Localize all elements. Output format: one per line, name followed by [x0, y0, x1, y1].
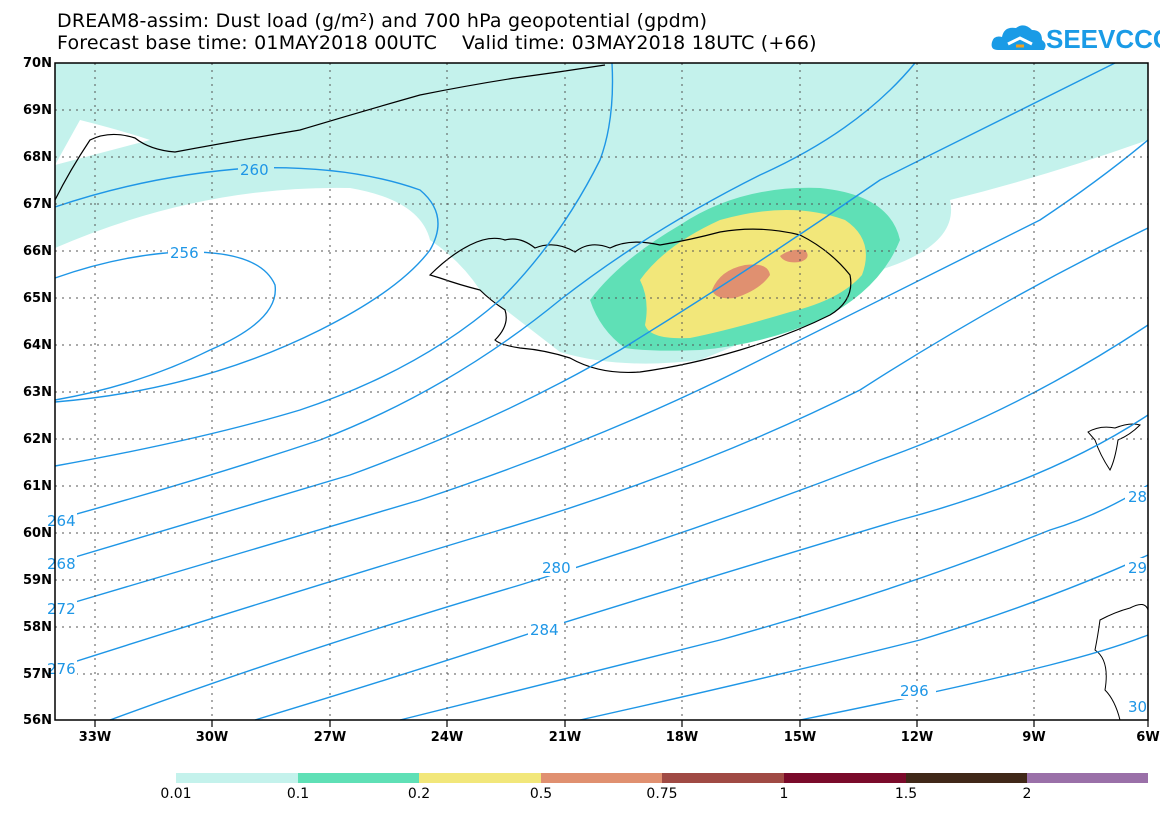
graticule	[55, 63, 1148, 720]
lat-label-59n: 59N	[23, 573, 52, 588]
lon-label-12w: 12W	[900, 730, 934, 745]
colorbar-label-0.1: 0.1	[286, 786, 310, 802]
colorbar-segment-1	[784, 773, 906, 783]
contour-label-264: 264	[47, 512, 76, 530]
colorbar-segment-0.75	[662, 773, 784, 783]
lat-label-70n: 70N	[23, 56, 52, 71]
lat-label-69n: 69N	[23, 103, 52, 118]
dust-layer-0.5	[712, 249, 808, 299]
colorbar-label-0.5: 0.5	[529, 786, 553, 802]
lon-label-18w: 18W	[665, 730, 699, 745]
lat-label-64n: 64N	[23, 338, 52, 353]
colorbar-segment-2	[1027, 773, 1148, 783]
logo-text: SEEVCCC	[1046, 24, 1160, 54]
colorbar-label-1.5: 1.5	[894, 786, 918, 802]
contour-label-300: 30	[1128, 698, 1147, 716]
lon-label-33w: 33W	[78, 730, 112, 745]
lat-label-57n: 57N	[23, 667, 52, 682]
colorbar-label-0.2: 0.2	[407, 786, 431, 802]
contour-label-260: 260	[240, 161, 269, 179]
lat-label-66n: 66N	[23, 244, 52, 259]
contour-label-268: 268	[47, 555, 76, 573]
lat-label-65n: 65N	[23, 291, 52, 306]
lat-label-56n: 56N	[23, 713, 52, 728]
colorbar-segment-1.5	[906, 773, 1027, 783]
coastline-faroe	[1087, 423, 1141, 471]
geopotential-contours	[54, 62, 1149, 721]
colorbar-label-2: 2	[1022, 786, 1032, 802]
colorbar-label-1: 1	[779, 786, 789, 802]
contour-label-256: 256	[170, 244, 199, 262]
lat-label-68n: 68N	[23, 150, 52, 165]
lon-label-6w: 6W	[1136, 730, 1160, 745]
lon-label-9w: 9W	[1022, 730, 1046, 745]
coastline-iceland	[428, 228, 852, 374]
cloud-icon	[991, 25, 1046, 50]
contour-label-296: 296	[900, 682, 929, 700]
map-frame	[54, 62, 1149, 721]
lon-label-15w: 15W	[783, 730, 817, 745]
lon-label-30w: 30W	[195, 730, 229, 745]
contour-label-276: 276	[47, 660, 76, 678]
colorbar-segment-0.5	[541, 773, 662, 783]
coastline-scotland	[1094, 604, 1149, 721]
colorbar-label-0.75: 0.75	[646, 786, 678, 802]
contour-label-280: 280	[542, 559, 571, 577]
lat-label-63n: 63N	[23, 385, 52, 400]
lat-label-62n: 62N	[23, 432, 52, 447]
dust-layer-0.01	[55, 63, 1148, 364]
map-title: DREAM8-assim: Dust load (g/m²) and 700 h…	[57, 10, 708, 32]
coastline-greenland	[54, 64, 606, 201]
lat-label-60n: 60N	[23, 526, 52, 541]
colorbar-label-0.01: 0.01	[160, 786, 192, 802]
colorbar-segment-0.1	[298, 773, 419, 783]
colorbar-segment-0.01	[176, 773, 298, 783]
lat-label-61n: 61N	[23, 479, 52, 494]
contour-labels: 260 256 264 268 272 276 280 284 28 29 29…	[47, 160, 1148, 716]
lat-label-58n: 58N	[23, 620, 52, 635]
contour-label-288: 28	[1128, 488, 1147, 506]
lon-label-21w: 21W	[548, 730, 582, 745]
lon-label-24w: 24W	[430, 730, 464, 745]
lat-label-67n: 67N	[23, 197, 52, 212]
contour-label-284: 284	[530, 621, 559, 639]
map-subtitle: Forecast base time: 01MAY2018 00UTC Vali…	[57, 32, 817, 54]
colorbar-segment-0.2	[419, 773, 541, 783]
contour-label-292: 29	[1128, 559, 1147, 577]
lon-label-27w: 27W	[313, 730, 347, 745]
seevccc-logo: SEEVCCC	[991, 24, 1160, 54]
contour-label-272: 272	[47, 600, 76, 618]
